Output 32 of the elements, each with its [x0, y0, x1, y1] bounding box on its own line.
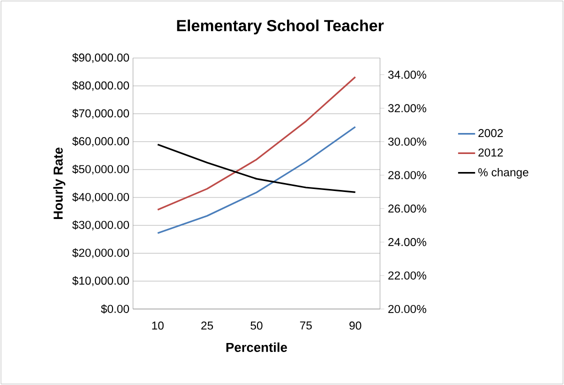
y-tick-label: $90,000.00 [72, 53, 130, 63]
y-tick-label: $70,000.00 [72, 108, 130, 119]
chart-title: Elementary School Teacher [177, 20, 384, 34]
y2-tick-label: 22.00% [388, 271, 426, 280]
y2-tick-label: 24.00% [388, 238, 426, 246]
y2-tick-label: 30.00% [388, 138, 426, 146]
legend-label: 2012 [478, 148, 503, 157]
x-tick-label: 90 [349, 322, 362, 330]
y-tick-label: $20,000.00 [72, 248, 130, 258]
y2-tick-label: 34.00% [388, 70, 426, 79]
line-series [156, 126, 356, 234]
legend-label: 2002 [478, 129, 503, 138]
x-tick-label: 10 [152, 322, 164, 330]
y-tick-label: $40,000.00 [72, 192, 130, 202]
y-tick-label: $50,000.00 [72, 164, 130, 175]
y-tick-label: $30,000.00 [72, 220, 130, 230]
y-tick-label: $0.00 [100, 304, 130, 314]
y2-tick-label: 32.00% [388, 104, 426, 112]
y2-tick-label: 26.00% [388, 204, 426, 213]
x-tick-label: 25 [201, 322, 213, 330]
y-axis-title: Hourly Rate [53, 148, 66, 219]
y-tick-label: $60,000.00 [72, 136, 130, 147]
y-tick-label: $10,000.00 [72, 276, 130, 286]
y2-tick-label: 20.00% [388, 304, 426, 314]
line-series [156, 144, 356, 193]
line-series [156, 76, 356, 211]
legend-label: % change [478, 168, 528, 179]
x-axis-title: Percentile [226, 342, 288, 352]
y2-tick-label: 28.00% [388, 171, 426, 180]
x-tick-label: 50 [250, 322, 262, 330]
y-tick-label: $80,000.00 [72, 80, 130, 91]
x-tick-label: 75 [300, 322, 312, 330]
